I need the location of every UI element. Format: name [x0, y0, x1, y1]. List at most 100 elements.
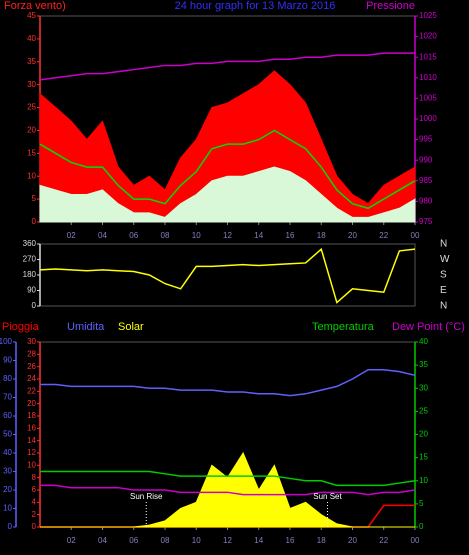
x-tick-label: 14	[254, 536, 263, 545]
x-tick-label: 10	[192, 536, 201, 545]
y-tick-label: 25	[27, 103, 36, 112]
y-tick-label: 180	[23, 270, 37, 279]
legend-label: Solar	[118, 321, 144, 333]
y-tick-label: 100	[0, 337, 13, 346]
y-tick-label: 0	[8, 522, 13, 531]
y2-tick-label: 30	[419, 383, 428, 392]
y3-tick-label: 6	[32, 485, 37, 494]
series-line	[40, 369, 416, 397]
y2-tick-label: 10	[419, 476, 428, 485]
y-tick-label: 5	[32, 194, 37, 203]
series-line	[40, 484, 416, 496]
y2-tick-label: W	[440, 254, 450, 265]
annotation: Sun Rise	[130, 492, 163, 501]
y-tick-label: 20	[3, 485, 12, 494]
y3-tick-label: 4	[32, 497, 37, 506]
y3-tick-label: 16	[27, 423, 36, 432]
y2-tick-label: 985	[419, 176, 433, 185]
x-tick-label: 16	[286, 231, 295, 240]
y-axis-label: Forza vento)	[4, 0, 66, 12]
y2-tick-label: N	[440, 301, 447, 312]
y2-tick-label: 0	[419, 522, 424, 531]
y-tick-label: 60	[3, 411, 12, 420]
y3-tick-label: 24	[27, 374, 36, 383]
x-tick-label: 08	[161, 536, 170, 545]
y2-tick-label: 1005	[419, 94, 437, 103]
x-tick-label: 06	[129, 536, 138, 545]
y3-tick-label: 20	[27, 399, 36, 408]
y2-tick-label: 40	[419, 337, 428, 346]
y2-tick-label: 1015	[419, 52, 437, 61]
y2-tick-label: E	[440, 285, 447, 296]
y2-tick-label: 25	[419, 406, 428, 415]
x-tick-label: 14	[254, 231, 263, 240]
y2-tick-label: 990	[419, 155, 433, 164]
y-tick-label: 10	[3, 504, 12, 513]
x-tick-label: 22	[379, 536, 388, 545]
y2-tick-label: 1020	[419, 32, 437, 41]
y2-tick-label: 15	[419, 453, 428, 462]
y2-tick-label: 975	[419, 217, 433, 226]
x-tick-label: 16	[286, 536, 295, 545]
x-tick-label: 04	[98, 231, 107, 240]
y3-tick-label: 12	[27, 448, 36, 457]
y3-tick-label: 28	[27, 349, 36, 358]
y3-tick-label: 8	[32, 473, 37, 482]
series-line	[39, 129, 416, 210]
annotation: Sun Set	[313, 492, 342, 501]
y2-axis-label: Pressione	[366, 0, 415, 12]
y3-tick-label: 14	[27, 436, 36, 445]
series-area	[40, 451, 415, 528]
y3-tick-label: 10	[27, 460, 36, 469]
y2-tick-label: 980	[419, 197, 433, 206]
y3-tick-label: 2	[32, 510, 37, 519]
y-tick-label: 20	[27, 126, 36, 135]
y2-tick-label: 1000	[419, 114, 437, 123]
y-tick-label: 90	[27, 286, 36, 295]
x-tick-label: 18	[317, 536, 326, 545]
y2-tick-label: 1025	[419, 11, 437, 20]
y-tick-label: 0	[32, 217, 37, 226]
y2-tick-label: 5	[419, 499, 424, 508]
y-tick-label: 270	[23, 255, 37, 264]
y-tick-label: 40	[27, 34, 36, 43]
y3-tick-label: 0	[32, 522, 37, 531]
y3-tick-label: 18	[27, 411, 36, 420]
y2-tick-label: 995	[419, 135, 433, 144]
x-tick-label: 06	[129, 231, 138, 240]
legend-label: Umidita	[67, 321, 105, 333]
y3-tick-label: 26	[27, 362, 36, 371]
y-tick-label: 80	[3, 374, 12, 383]
y-tick-label: 10	[27, 171, 36, 180]
legend-label: Pioggia	[2, 321, 40, 333]
series-area	[39, 166, 416, 223]
y2-tick-label: N	[440, 239, 447, 250]
x-tick-label: 02	[67, 536, 76, 545]
x-tick-label: 00	[411, 231, 420, 240]
x-tick-label: 12	[223, 536, 232, 545]
x-tick-label: 02	[67, 231, 76, 240]
legend-label: Temperatura	[312, 321, 375, 333]
x-tick-label: 10	[192, 231, 201, 240]
series-line	[39, 247, 416, 304]
x-tick-label: 20	[348, 231, 357, 240]
x-tick-label: 20	[348, 536, 357, 545]
series-line	[40, 470, 416, 487]
y-tick-label: 90	[3, 356, 12, 365]
x-tick-label: 18	[317, 231, 326, 240]
y-tick-label: 35	[27, 57, 36, 66]
y-tick-label: 15	[27, 148, 36, 157]
x-tick-label: 22	[379, 231, 388, 240]
y-tick-label: 0	[32, 301, 37, 310]
x-tick-label: 04	[98, 536, 107, 545]
y-tick-label: 30	[3, 467, 12, 476]
series-area	[39, 70, 416, 223]
y-tick-label: 360	[23, 239, 37, 248]
x-tick-label: 08	[161, 231, 170, 240]
y2-tick-label: 20	[419, 430, 428, 439]
series-line	[39, 52, 415, 81]
y2-tick-label: 1010	[419, 73, 437, 82]
y-tick-label: 70	[3, 393, 12, 402]
